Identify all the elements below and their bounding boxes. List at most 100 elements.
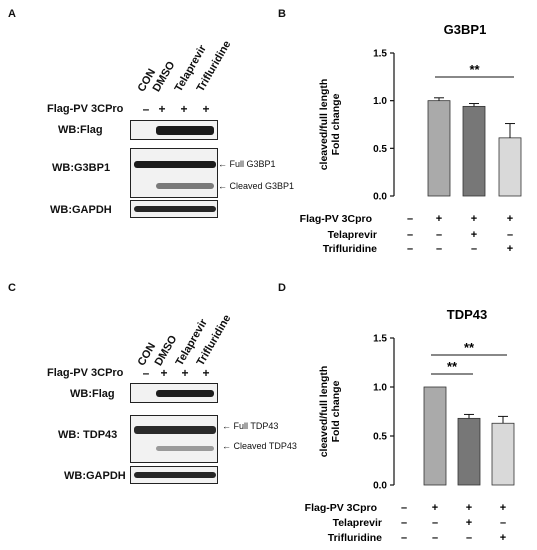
chart-tdp43: TDP43 cleaved/full length Fold change 0.0 0.…: [305, 307, 515, 544]
blot-band: [156, 126, 214, 135]
condition-label: Trifluridine: [328, 532, 382, 544]
y-tick-label: 1.5: [373, 49, 387, 60]
bar: [427, 100, 451, 197]
y-tick-label: 0.0: [373, 481, 387, 492]
panel-c-letter: C: [8, 282, 16, 294]
panel-d-letter: D: [278, 282, 286, 294]
chart-title: TDP43: [447, 307, 487, 322]
condition-label: Flag-PV 3Cpro: [300, 213, 372, 225]
y-axis-label-group: cleaved/full length Fold change: [318, 366, 342, 458]
annotation-cleaved-tdp43: Cleaved TDP43: [233, 441, 297, 451]
y-axis-label-group: cleaved/full length Fold change: [318, 79, 342, 171]
condition-sign: –: [500, 517, 506, 529]
blot-band: [156, 390, 214, 397]
bar: [498, 137, 522, 197]
blot-band: [134, 472, 216, 478]
panel-a-blot-gapdh: [130, 200, 218, 218]
significance-label: **: [447, 359, 458, 374]
condition-sign: –: [436, 243, 442, 255]
panel-a-sign-con: –: [142, 102, 150, 116]
panel-a-annotation-cleaved: ← Cleaved G3BP1: [218, 181, 295, 191]
panel-c-sign-trifluridine: +: [202, 366, 210, 380]
panel-c-blot-label-flag: WB:Flag: [70, 388, 115, 400]
y-tick-label: 0.0: [373, 192, 387, 203]
blot-band-full: [134, 426, 216, 434]
panel-a-blot-g3bp1: [130, 148, 218, 198]
condition-sign: –: [401, 517, 407, 529]
condition-sign: +: [471, 213, 477, 225]
panel-c-blot-label-tdp43: WB: TDP43: [58, 429, 118, 441]
y-axis-label: cleaved/full length: [318, 366, 330, 458]
panel-a-blot-label-gapdh: WB:GAPDH: [50, 204, 112, 216]
panel-a-blot-label-flag: WB:Flag: [58, 124, 103, 136]
chart-g3bp1: G3BP1 cleaved/full length Fold change 0.0 0.…: [300, 22, 522, 255]
condition-label: Telaprevir: [333, 517, 382, 529]
condition-sign: –: [407, 213, 413, 225]
panel-a-blot-label-g3bp1: WB:G3BP1: [52, 162, 111, 174]
annotation-cleaved-g3bp1: Cleaved G3BP1: [229, 181, 295, 191]
condition-sign: –: [432, 532, 438, 544]
chart-title: G3BP1: [444, 22, 487, 37]
panel-c-blot-flag: [130, 383, 218, 403]
bar: [491, 422, 515, 486]
y-tick-label: 1.0: [373, 383, 387, 394]
panel-c-annotation-full: ← Full TDP43: [222, 421, 279, 431]
condition-sign: –: [507, 229, 513, 241]
panel-a-treatment-label: Flag-PV 3CPro: [47, 103, 124, 115]
panel-c-blot-tdp43: [130, 415, 218, 463]
condition-label: Flag-PV 3Cpro: [305, 502, 377, 514]
condition-sign: +: [466, 502, 472, 514]
significance-label: **: [469, 62, 480, 77]
condition-sign: +: [471, 229, 477, 241]
panel-c-blot-gapdh: [130, 466, 218, 484]
panel-a-sign-dmso: +: [158, 102, 166, 116]
condition-sign: –: [401, 532, 407, 544]
condition-sign: +: [466, 517, 472, 529]
column-con: CON: [135, 340, 159, 368]
y-tick-label: 1.5: [373, 334, 387, 345]
panel-c-annotation-cleaved: ← Cleaved TDP43: [222, 441, 297, 451]
panel-b-letter: B: [278, 8, 286, 20]
condition-sign: –: [407, 243, 413, 255]
condition-sign: +: [432, 502, 438, 514]
condition-sign: –: [436, 229, 442, 241]
blot-band: [134, 206, 216, 212]
blot-band-cleaved: [156, 446, 214, 451]
condition-label: Telaprevir: [328, 229, 377, 241]
y-axis-label: cleaved/full length: [318, 79, 330, 171]
y-tick-label: 0.5: [373, 432, 387, 443]
panel-a-letter: A: [8, 8, 16, 20]
condition-sign: +: [507, 243, 513, 255]
panel-c-sign-telaprevir: +: [181, 366, 189, 380]
condition-label: Trifluridine: [323, 243, 377, 255]
panel-c-sign-dmso: +: [160, 366, 168, 380]
y-axis-label: Fold change: [330, 380, 342, 442]
bar: [462, 105, 486, 197]
y-tick-label: 0.5: [373, 144, 387, 155]
condition-sign: +: [500, 502, 506, 514]
annotation-full-g3bp1: Full G3BP1: [229, 159, 276, 169]
panel-a-annotation-full: ← Full G3BP1: [218, 159, 276, 169]
y-axis-label: Fold change: [330, 93, 342, 155]
y-tick-label: 1.0: [373, 96, 387, 107]
significance-label: **: [464, 340, 475, 355]
annotation-full-tdp43: Full TDP43: [233, 421, 279, 431]
panel-c-sign-con: –: [142, 366, 150, 380]
blot-band-cleaved: [156, 183, 214, 189]
bar: [423, 386, 447, 486]
panel-c-blot-label-gapdh: WB:GAPDH: [64, 470, 126, 482]
condition-sign: –: [401, 502, 407, 514]
condition-sign: –: [471, 243, 477, 255]
panel-a-sign-trifluridine: +: [202, 102, 210, 116]
condition-sign: +: [507, 213, 513, 225]
panel-c-treatment-label: Flag-PV 3CPro: [47, 367, 124, 379]
condition-sign: +: [436, 213, 442, 225]
panel-a-blot-flag: [130, 120, 218, 140]
condition-sign: +: [500, 532, 506, 544]
panel-a-sign-telaprevir: +: [180, 102, 188, 116]
condition-sign: –: [466, 532, 472, 544]
condition-sign: –: [407, 229, 413, 241]
bar: [457, 417, 481, 486]
blot-band-full: [134, 161, 216, 168]
condition-sign: –: [432, 517, 438, 529]
